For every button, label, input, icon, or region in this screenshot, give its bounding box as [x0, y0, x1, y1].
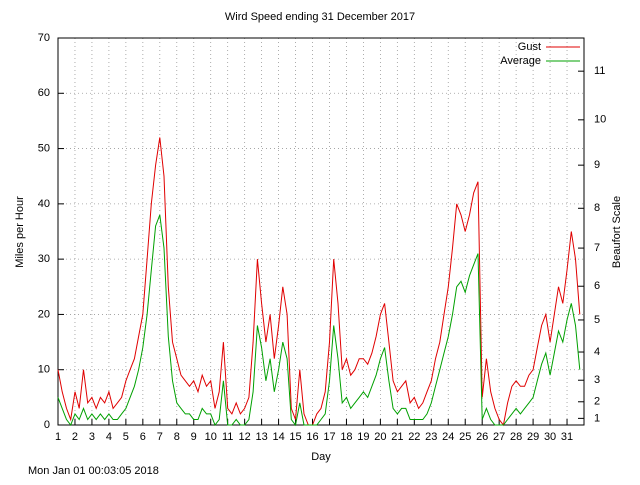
- x-tick-label: 2: [72, 431, 78, 443]
- x-tick-label: 11: [222, 431, 233, 443]
- y2-tick-label: 4: [594, 346, 600, 358]
- y2-tick-label: 1: [594, 412, 600, 424]
- footer: Mon Jan 01 00:03:05 2018: [28, 465, 159, 477]
- x-tick-label: 1: [55, 431, 61, 443]
- x-tick-label: 31: [561, 431, 573, 443]
- y2-tick-label: 3: [594, 374, 600, 386]
- x-tick-label: 13: [255, 431, 267, 443]
- x-tick-label: 28: [510, 431, 522, 443]
- x-tick-label: 18: [340, 431, 352, 443]
- x-tick-label: 14: [272, 431, 284, 443]
- x-tick-label: 4: [106, 431, 112, 443]
- x-tick-label: 3: [89, 431, 95, 443]
- y2-tick-label: 5: [594, 314, 600, 326]
- x-tick-label: 20: [374, 431, 386, 443]
- x-tick-label: 5: [123, 431, 129, 443]
- y-tick-label: 0: [44, 419, 50, 431]
- chart-title: Wird Speed ending 31 December 2017: [225, 11, 415, 23]
- series-line: [57, 214, 581, 427]
- x-axis-label: Day: [311, 451, 331, 463]
- legend-label: Average: [500, 55, 541, 67]
- x-tick-label: 19: [357, 431, 369, 443]
- x-tick-label: 9: [191, 431, 197, 443]
- y-axis-label: Miles per Hour: [14, 196, 26, 268]
- x-tick-label: 21: [391, 431, 403, 443]
- x-tick-label: 15: [289, 431, 301, 443]
- series-line: [57, 137, 581, 427]
- y2-tick-label: 10: [594, 114, 606, 126]
- y-tick-label: 50: [38, 142, 50, 154]
- y-tick-label: 10: [38, 364, 50, 376]
- y2-tick-label: 7: [594, 242, 600, 254]
- x-tick-label: 24: [442, 431, 454, 443]
- x-tick-label: 6: [140, 431, 146, 443]
- x-tick-label: 8: [174, 431, 180, 443]
- y2-tick-label: 6: [594, 280, 600, 292]
- y-tick-label: 30: [38, 253, 50, 265]
- y-tick-label: 20: [38, 308, 50, 320]
- y-tick-label: 40: [38, 198, 50, 210]
- x-tick-label: 12: [239, 431, 251, 443]
- x-tick-label: 25: [459, 431, 471, 443]
- y2-tick-label: 11: [594, 65, 605, 77]
- x-tick-label: 16: [306, 431, 318, 443]
- x-tick-label: 22: [408, 431, 420, 443]
- y2-tick-label: 2: [594, 396, 600, 408]
- y2-axis-label: Beaufort Scale: [611, 196, 623, 268]
- legend-label: Gust: [518, 41, 541, 53]
- x-tick-label: 10: [205, 431, 217, 443]
- x-tick-label: 7: [157, 431, 163, 443]
- y-tick-label: 60: [38, 87, 50, 99]
- x-tick-label: 17: [323, 431, 335, 443]
- x-tick-label: 29: [527, 431, 539, 443]
- y2-tick-label: 8: [594, 202, 600, 214]
- x-tick-label: 26: [476, 431, 488, 443]
- x-tick-label: 30: [544, 431, 556, 443]
- y-tick-label: 70: [38, 32, 50, 44]
- x-tick-label: 23: [425, 431, 437, 443]
- y2-tick-label: 9: [594, 159, 600, 171]
- x-tick-label: 27: [493, 431, 505, 443]
- plot-border: [57, 37, 585, 426]
